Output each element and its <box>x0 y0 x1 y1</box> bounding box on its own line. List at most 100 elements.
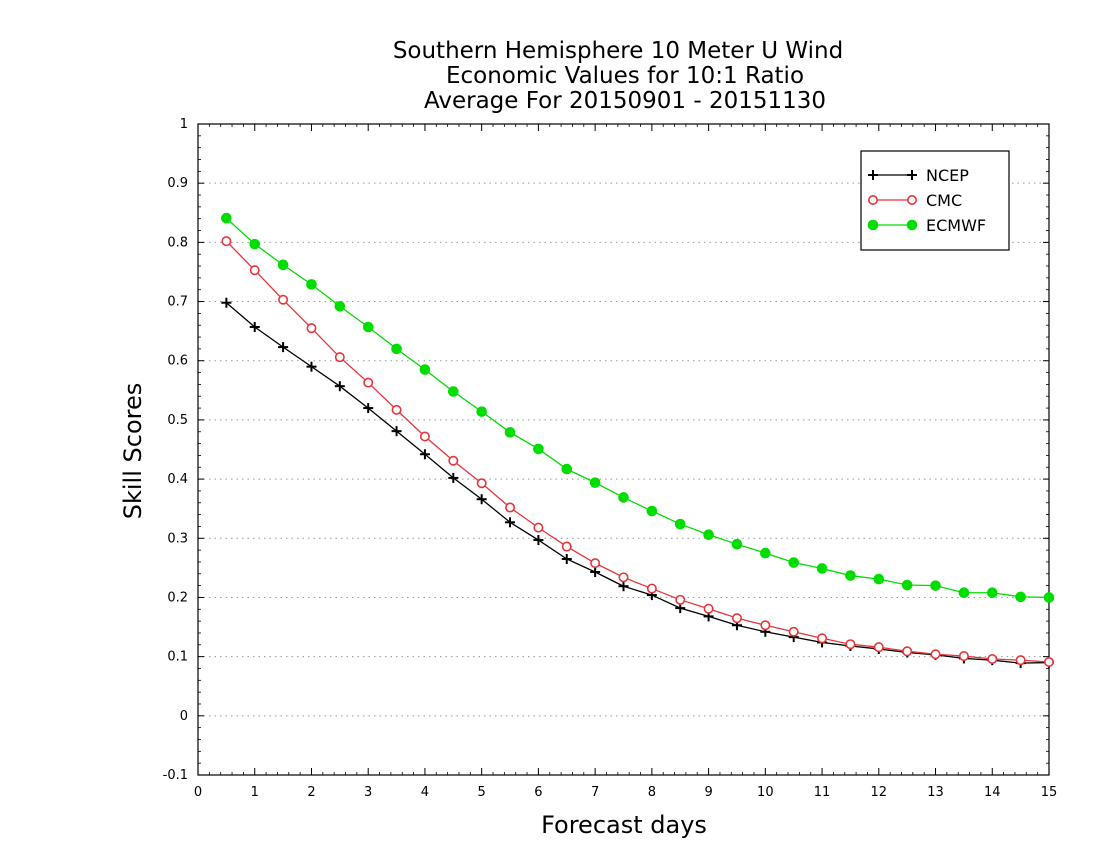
data-point-ecmwf <box>760 547 771 559</box>
data-point-cmc <box>760 620 771 631</box>
series-cmc-line <box>225 240 1050 663</box>
data-point-cmc <box>1015 655 1026 666</box>
legend-marker-ecmwf <box>867 219 879 231</box>
data-point-ecmwf <box>448 386 459 397</box>
data-point-cmc <box>221 236 232 247</box>
data-point-cmc <box>902 646 913 657</box>
y-tick-label: 0 <box>180 709 188 724</box>
series-ncep-line <box>225 302 1050 664</box>
y-tick-label: 0.6 <box>167 354 188 369</box>
data-point-cmc <box>561 541 572 552</box>
x-tick-label: 7 <box>591 785 599 800</box>
x-axis-label: Forecast days <box>541 811 707 839</box>
data-point-ncep <box>448 472 459 483</box>
legend-marker-ncep <box>868 170 878 180</box>
data-point-cmc <box>590 558 601 569</box>
data-point-cmc <box>306 323 317 334</box>
legend: NCEP CMC ECMWF <box>860 150 1010 251</box>
x-axis: 0 1 2 3 4 5 6 7 8 9 10 11 12 13 14 15 <box>194 124 1057 800</box>
y-tick-label: 0.5 <box>167 413 188 428</box>
data-point-ncep <box>278 342 289 353</box>
data-point-cmc <box>278 294 289 305</box>
data-point-cmc <box>363 377 374 388</box>
chart-title-line-1: Southern Hemisphere 10 Meter U Wind <box>393 38 843 64</box>
data-point-ecmwf <box>589 477 601 488</box>
y-axis-label: Skill Scores <box>119 383 147 520</box>
x-tick-label: 1 <box>251 785 259 800</box>
series-cmc <box>221 236 1055 667</box>
chart-title: Southern Hemisphere 10 Meter U Wind Econ… <box>393 38 843 114</box>
data-point-cmc <box>249 265 260 276</box>
data-point-cmc <box>788 626 799 637</box>
data-point-ncep <box>561 553 572 564</box>
data-point-ncep <box>505 517 516 528</box>
data-point-ecmwf <box>618 492 629 503</box>
data-point-cmc <box>958 651 969 662</box>
data-point-cmc <box>930 649 941 660</box>
x-tick-label: 11 <box>814 785 831 800</box>
data-point-ecmwf <box>646 505 658 517</box>
data-point-ecmwf <box>334 300 346 312</box>
data-point-ecmwf <box>703 529 714 541</box>
x-tick-label: 2 <box>307 785 315 800</box>
y-tick-label: 1 <box>180 117 188 132</box>
y-tick-label: 0.1 <box>167 650 188 665</box>
data-point-ncep <box>391 426 402 437</box>
data-point-ecmwf <box>561 463 573 475</box>
data-point-cmc <box>505 502 516 513</box>
x-tick-label: 3 <box>364 785 372 800</box>
data-point-cmc <box>448 455 459 466</box>
x-tick-label: 6 <box>534 785 542 800</box>
chart-title-line-3: Average For 20150901 - 20151130 <box>424 88 826 114</box>
data-point-cmc <box>845 639 856 650</box>
data-point-cmc <box>419 431 430 442</box>
data-point-ecmwf <box>816 563 828 574</box>
y-tick-label: 0.4 <box>167 472 188 487</box>
x-tick-label: 5 <box>478 785 486 800</box>
data-point-ecmwf <box>362 321 374 333</box>
data-point-ecmwf <box>901 579 913 591</box>
gridlines <box>198 182 1049 717</box>
series-ncep <box>221 297 1054 669</box>
x-tick-label: 0 <box>194 785 202 800</box>
data-point-cmc <box>703 603 714 614</box>
data-point-ecmwf <box>419 364 431 375</box>
data-point-cmc <box>646 583 657 594</box>
chart-title-line-2: Economic Values for 10:1 Ratio <box>446 63 804 89</box>
series-group <box>221 212 1055 669</box>
data-point-ecmwf <box>1015 591 1026 603</box>
data-point-ncep <box>249 321 260 332</box>
legend-box <box>860 150 1010 251</box>
data-point-cmc <box>334 352 345 363</box>
data-point-ecmwf <box>788 557 800 568</box>
data-point-cmc <box>1044 656 1055 667</box>
y-tick-label: 0.9 <box>167 176 188 191</box>
data-point-ecmwf <box>277 259 289 271</box>
data-point-ncep <box>306 361 317 372</box>
data-point-cmc <box>873 642 884 653</box>
data-point-ecmwf <box>930 580 941 591</box>
series-ecmwf-line <box>225 217 1050 599</box>
data-point-ecmwf <box>674 518 686 530</box>
data-point-ecmwf <box>731 538 743 550</box>
data-point-ecmwf <box>986 587 998 599</box>
data-point-cmc <box>987 654 998 665</box>
data-point-ecmwf <box>221 212 232 224</box>
data-point-ncep <box>533 535 544 546</box>
data-point-ecmwf <box>391 343 402 355</box>
data-point-ecmwf <box>476 406 487 417</box>
data-point-ncep <box>419 449 430 460</box>
legend-marker-cmc <box>906 195 917 206</box>
data-point-ecmwf <box>249 238 261 250</box>
x-tick-label: 15 <box>1041 785 1058 800</box>
data-point-ecmwf <box>306 279 317 290</box>
data-point-cmc <box>675 594 686 605</box>
x-tick-label: 8 <box>648 785 656 800</box>
data-point-ncep <box>221 297 232 308</box>
legend-label-ecmwf: ECMWF <box>926 216 986 235</box>
data-point-ecmwf <box>958 587 970 599</box>
legend-marker-ncep <box>907 170 917 180</box>
x-tick-label: 9 <box>704 785 712 800</box>
